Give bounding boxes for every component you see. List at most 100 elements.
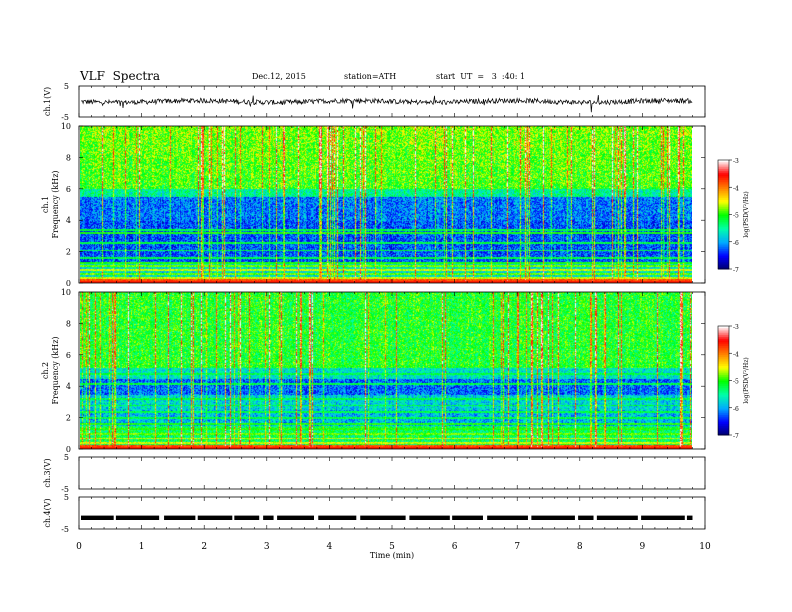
colorbar-step [718, 199, 729, 203]
colorbar-step [718, 376, 729, 380]
colorbar-tick-label: -7 [733, 433, 739, 440]
ch4-segment [115, 515, 160, 520]
colorbar-step [718, 424, 729, 427]
colorbar-step [718, 174, 729, 177]
ch4-segment [234, 515, 260, 520]
colorbar-step [718, 258, 729, 261]
y-tick-label: 10 [61, 122, 71, 131]
colorbar-step [718, 367, 729, 371]
colorbar-tick-label: -7 [733, 267, 739, 274]
colorbar-step [718, 205, 729, 208]
colorbar-step [718, 353, 729, 356]
y-axis-label: ch.1(V) [43, 87, 52, 116]
y-tick-label: 2 [66, 248, 71, 257]
colorbar-step [718, 263, 729, 266]
y-tick-label: 2 [66, 414, 71, 423]
colorbar-step [718, 415, 729, 418]
colorbar-step [718, 355, 729, 358]
y-tick-label: 6 [66, 185, 71, 194]
colorbar-step [718, 371, 729, 374]
colorbar-step [718, 212, 729, 215]
y-tick-label: 6 [66, 351, 71, 360]
colorbar-step [718, 398, 729, 401]
colorbar-step [718, 375, 729, 378]
ch4-segment [686, 515, 693, 520]
y-tick-label: 8 [66, 153, 71, 162]
colorbar-tick-label: -4 [733, 185, 739, 192]
panel-spec2: 0 2 4 6 8 10 ch.2 Frequency (kHz) -3 -4 -5 -6 -7 log(… [41, 288, 750, 454]
colorbar-step [718, 234, 729, 237]
y-axis-label-channel: ch.1 [41, 196, 50, 213]
colorbar-step [718, 163, 729, 166]
colorbar-step [718, 232, 729, 235]
ch4-segment [409, 515, 450, 520]
colorbar-step [718, 172, 729, 176]
colorbar-step [718, 385, 729, 389]
x-tick-label: 0 [76, 542, 82, 552]
colorbar-step [718, 214, 729, 217]
y-tick-label: 8 [66, 319, 71, 328]
colorbar-step [718, 364, 729, 367]
colorbar-step [718, 356, 729, 360]
colorbar-step [718, 380, 729, 383]
colorbar-tick-label: -3 [733, 158, 739, 165]
colorbar-step [718, 425, 729, 429]
panel-ch4: 5 -5 ch.4(V) [43, 493, 706, 534]
y-tick-label: 4 [66, 216, 71, 225]
colorbar-step [718, 241, 729, 245]
ch4-segment [452, 515, 483, 520]
colorbar-step [718, 409, 729, 412]
station-label: station=ATH [344, 72, 397, 81]
colorbar-tick-label: -6 [733, 406, 739, 413]
colorbar-step [718, 243, 729, 246]
ch4-segment [596, 515, 638, 520]
colorbar-tick-label: -4 [733, 351, 739, 358]
chart-title: VLF Spectra [80, 69, 161, 83]
spectrogram-image [80, 292, 692, 449]
colorbar-step [718, 189, 729, 192]
ch4-segment [578, 515, 594, 520]
y-tick-label: -5 [61, 485, 69, 494]
colorbar-step [718, 402, 729, 405]
colorbar-step [718, 331, 729, 334]
colorbar-step [718, 362, 729, 365]
colorbar-step [718, 201, 729, 205]
colorbar-step [718, 249, 729, 252]
colorbar-step [718, 335, 729, 338]
ch4-segment [197, 515, 233, 520]
colorbar-step [718, 420, 729, 423]
ch4-segment [641, 515, 685, 520]
colorbar-step [718, 326, 729, 329]
colorbar-step [718, 203, 729, 206]
x-tick-label: 6 [452, 542, 458, 552]
plot-frame [78, 456, 706, 490]
colorbar-step [718, 187, 729, 190]
colorbar-step [718, 327, 729, 331]
ch4-segment [81, 515, 114, 520]
colorbar-step [718, 405, 729, 409]
colorbar-label: log(PSD(V²/Hz) [743, 191, 750, 238]
colorbar-step [718, 382, 729, 385]
colorbar-step [718, 336, 729, 340]
colorbar-step [718, 427, 729, 431]
colorbar-step [718, 433, 729, 436]
colorbar-step [718, 176, 729, 179]
colorbar-step [718, 344, 729, 347]
colorbar-step [718, 167, 729, 170]
y-tick-label: 4 [66, 382, 71, 391]
colorbar-step [718, 429, 729, 432]
colorbar-step [718, 160, 729, 163]
x-tick-label: 7 [514, 542, 520, 552]
colorbar-step [718, 431, 729, 434]
colorbar-step [718, 165, 729, 168]
y-tick-label: -5 [61, 525, 69, 534]
colorbar-step [718, 360, 729, 363]
ch4-segment [531, 515, 575, 520]
y-tick-label: 0 [66, 445, 71, 454]
colorbar-step [718, 247, 729, 250]
colorbar-step [718, 365, 729, 369]
colorbar-tick-label: -6 [733, 240, 739, 247]
colorbar-step [718, 209, 729, 212]
ch4-segment [318, 515, 357, 520]
